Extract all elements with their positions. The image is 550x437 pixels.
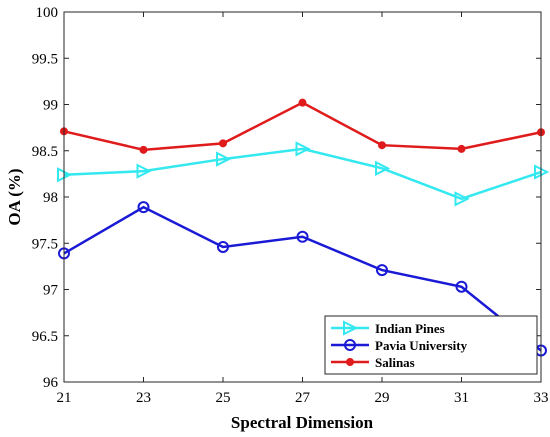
- data-point: [217, 240, 229, 253]
- legend-marker: [346, 358, 354, 366]
- data-point: [375, 160, 391, 176]
- x-tick-label: 21: [57, 390, 72, 406]
- data-point: [378, 141, 386, 150]
- data-point: [298, 98, 307, 107]
- x-tick-label: 29: [375, 390, 390, 406]
- legend-label: Salinas: [375, 355, 415, 370]
- y-tick-label: 99: [43, 98, 58, 114]
- legend-marker: [344, 339, 356, 351]
- y-tick-label: 97.5: [32, 236, 58, 252]
- y-tick-label: 100: [36, 5, 59, 21]
- x-tick-label: 23: [136, 390, 151, 406]
- data-point: [137, 201, 150, 214]
- x-axis-label: Spectral Dimension: [231, 413, 374, 432]
- plot-frame: [63, 11, 542, 383]
- x-tick-label: 33: [534, 390, 549, 406]
- series-line: [63, 205, 542, 352]
- y-tick-label: 97: [43, 283, 59, 299]
- y-tick-label: 98.5: [32, 144, 58, 160]
- x-tick-label: 31: [454, 390, 469, 406]
- data-point: [139, 145, 148, 154]
- x-tick-label: 27: [295, 390, 311, 406]
- data-point: [295, 141, 311, 157]
- legend-marker: [343, 320, 359, 336]
- data-point: [457, 144, 466, 153]
- data-point: [219, 139, 227, 148]
- data-point: [376, 264, 388, 277]
- legend-label: Pavia University: [375, 338, 468, 353]
- legend-label: Indian Pines: [375, 321, 445, 336]
- series-line: [63, 147, 542, 201]
- data-point: [454, 191, 470, 207]
- y-tick-label: 99.5: [32, 51, 58, 67]
- y-axis-label: OA (%): [5, 168, 24, 225]
- y-tick-label: 96: [43, 375, 59, 391]
- data-point: [296, 230, 309, 243]
- legend: Indian Pines Pavia University Salinas: [324, 315, 538, 375]
- data-point: [136, 163, 152, 179]
- y-tick-label: 98: [43, 190, 58, 206]
- y-tick-label: 96.5: [32, 329, 58, 345]
- data-point: [455, 280, 468, 293]
- data-point: [216, 151, 232, 167]
- x-tick-label: 25: [216, 390, 231, 406]
